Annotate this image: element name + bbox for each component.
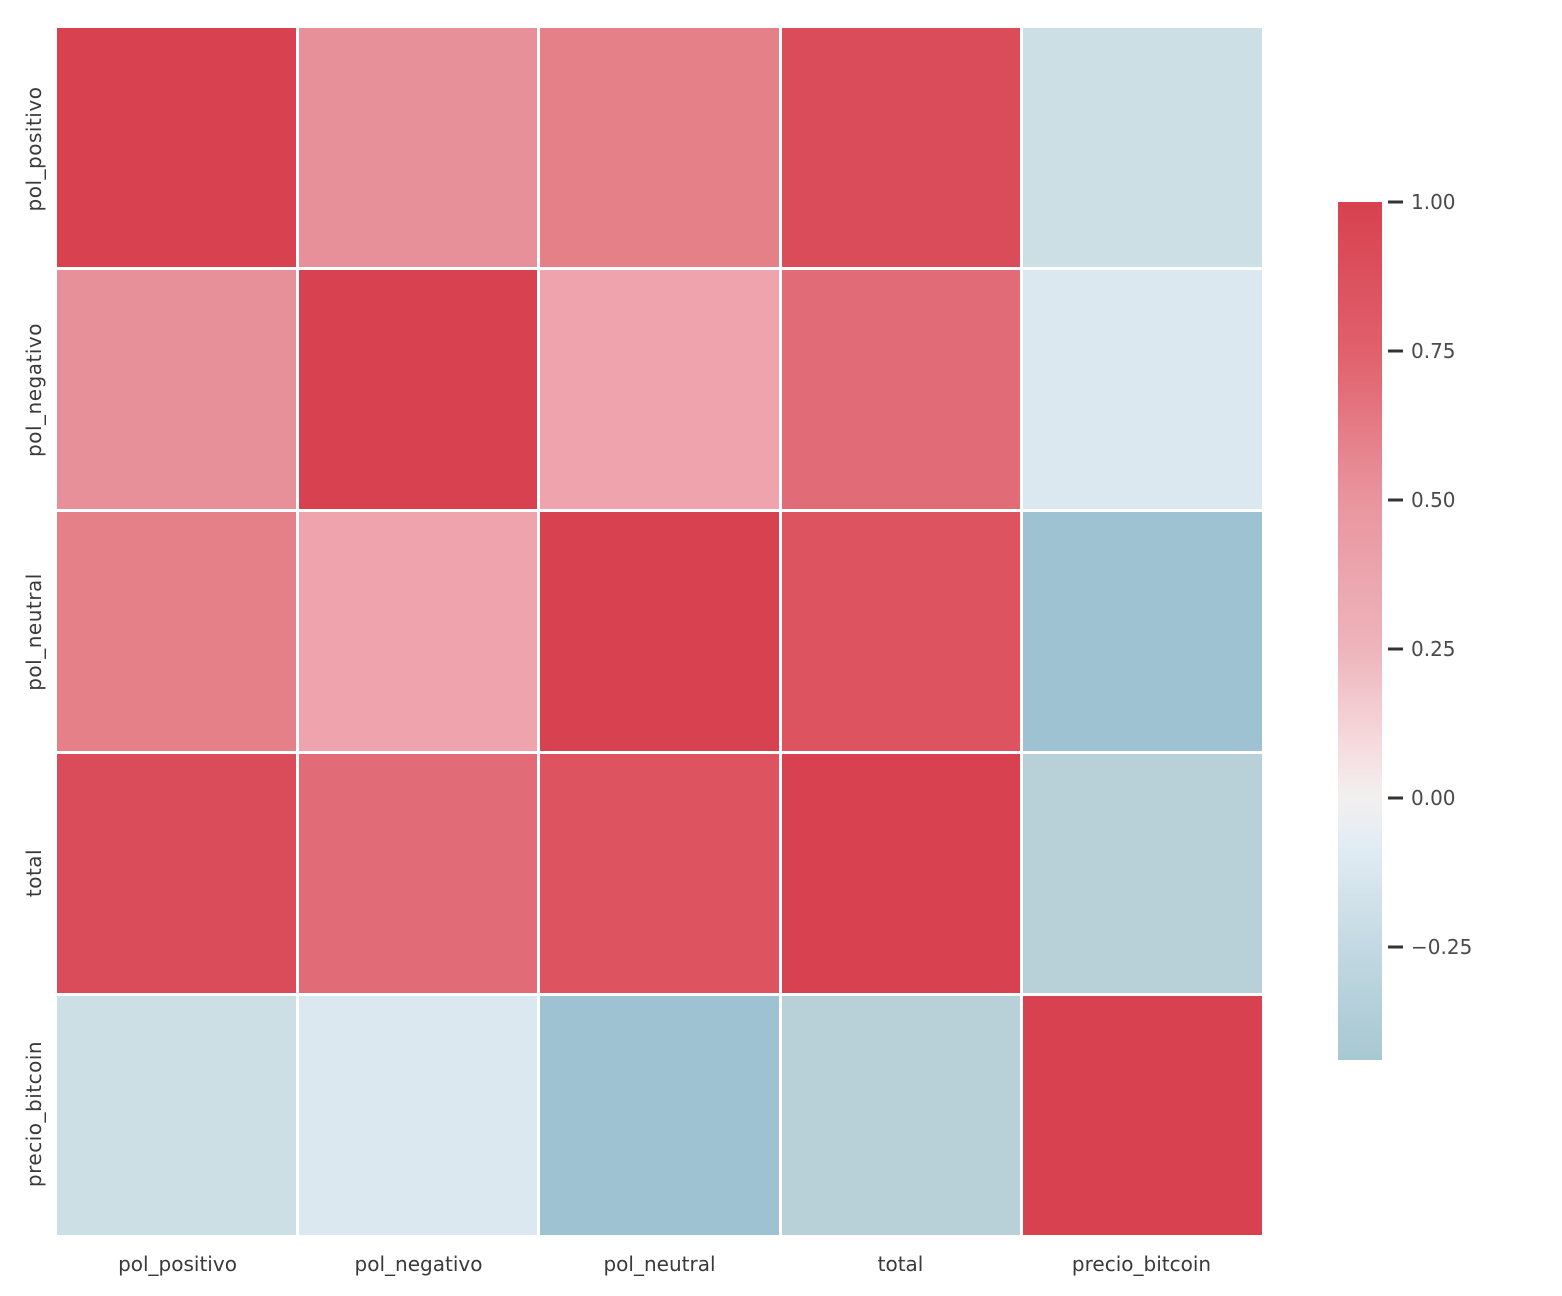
x-tick-label: total: [877, 1252, 924, 1276]
heatmap-cell: [57, 754, 296, 993]
heatmap-cell: [781, 996, 1021, 1235]
y-tick-label-text: pol_positivo: [22, 86, 46, 212]
heatmap-cell: [298, 28, 538, 267]
y-tick-label: pol_negativo: [22, 323, 46, 457]
heatmap-cell: [781, 512, 1021, 751]
colorbar-tick-label: 1.00: [1411, 190, 1456, 214]
heatmap-cell: [1023, 512, 1262, 751]
colorbar-tick-label: 0.25: [1411, 636, 1456, 661]
heatmap-cell: [540, 270, 779, 509]
heatmap-cell: [540, 754, 779, 993]
heatmap-cell: [298, 512, 538, 751]
colorbar-tick-label: 0.50: [1411, 487, 1456, 512]
colorbar-tick-mark: [1388, 647, 1403, 651]
colorbar-tick-mark: [1388, 945, 1403, 949]
y-tick-label-text: pol_negativo: [22, 323, 46, 458]
y-tick-label-text: pol_neutral: [22, 572, 46, 691]
colorbar-tick-mark: [1388, 200, 1403, 204]
colorbar-tick-mark: [1388, 349, 1403, 353]
heatmap-cell: [540, 996, 779, 1235]
heatmap-cell: [57, 28, 296, 267]
heatmap-cell: [540, 28, 779, 267]
heatmap-cell: [57, 996, 296, 1235]
heatmap-cell: [1023, 754, 1262, 993]
y-tick-label: pol_positivo: [22, 86, 46, 211]
heatmap-cell: [57, 270, 296, 509]
colorbar-gradient: [1338, 202, 1382, 1060]
heatmap-cell: [57, 512, 296, 751]
heatmap-cell: [298, 270, 538, 509]
heatmap-cell: [540, 512, 779, 751]
x-tick-label: pol_negativo: [354, 1252, 483, 1276]
heatmap-cell: [1023, 28, 1262, 267]
heatmap-cell: [781, 754, 1021, 993]
colorbar-tick-label: −0.25: [1411, 934, 1473, 959]
y-tick-label-text: precio_bitcoin: [22, 1041, 46, 1188]
x-tick-label: pol_neutral: [603, 1252, 716, 1276]
x-tick-label: precio_bitcoin: [1071, 1252, 1212, 1276]
heatmap-cell: [1023, 270, 1262, 509]
heatmap-cell: [781, 270, 1021, 509]
heatmap-cell: [781, 28, 1021, 267]
heatmap-cell: [298, 996, 538, 1235]
x-tick-label: pol_positivo: [118, 1252, 237, 1276]
heatmap-cell: [298, 754, 538, 993]
colorbar-tick-label: 0.00: [1411, 785, 1456, 810]
heatmap-grid: [57, 28, 1262, 1235]
colorbar: 1.00 0.75 0.50 0.25 0.00 −0.25: [1338, 190, 1472, 1060]
y-tick-label: pol_neutral: [22, 573, 46, 691]
colorbar-tick-mark: [1388, 498, 1403, 502]
colorbar-tick-mark: [1388, 796, 1403, 800]
y-tick-label: total: [22, 849, 46, 897]
y-tick-label: precio_bitcoin: [22, 1041, 46, 1187]
heatmap-cell: [1023, 996, 1262, 1235]
colorbar-tick-label: 0.75: [1411, 338, 1456, 363]
y-tick-label-text: total: [22, 848, 46, 898]
